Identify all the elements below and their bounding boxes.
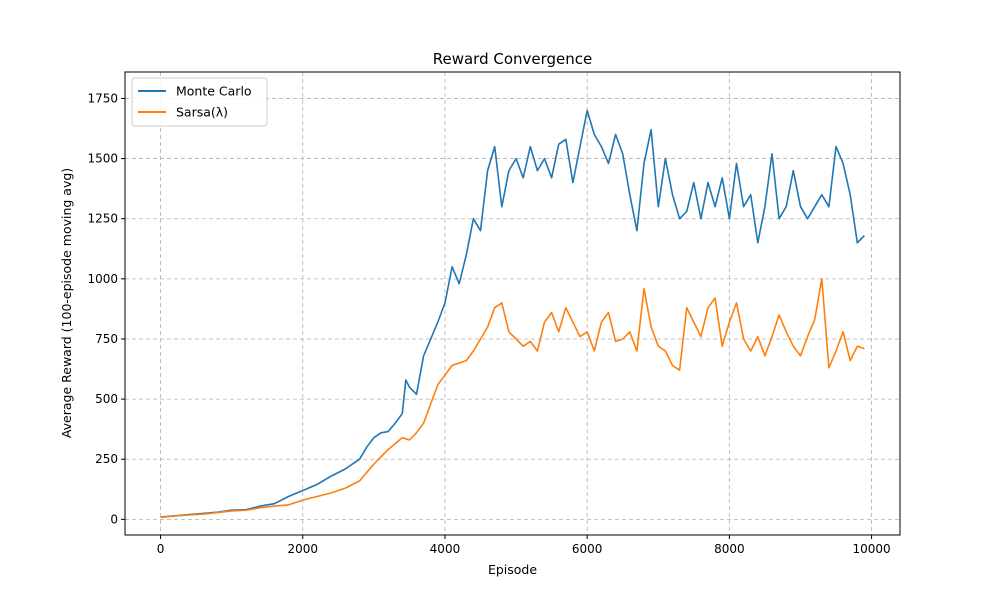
series-line-monte-carlo — [160, 109, 865, 518]
x-axis-label: Episode — [488, 562, 537, 577]
y-tick-label: 250 — [95, 452, 118, 466]
series-line-sarsa-lambda — [160, 278, 865, 519]
x-tick-label: 2000 — [287, 542, 318, 556]
series-lines — [160, 109, 865, 519]
legend: Monte Carlo Sarsa(λ) — [131, 77, 268, 127]
x-tick-label: 4000 — [430, 542, 461, 556]
y-tick-label: 1000 — [87, 272, 118, 286]
y-tick-label: 1750 — [87, 91, 118, 105]
axis-ticks: 0 2000 4000 6000 8000 10000 0 250 500 750 1000 1250… — [87, 91, 890, 556]
y-tick-label: 750 — [95, 332, 118, 346]
legend-label: Sarsa(λ) — [176, 105, 228, 120]
x-tick-label: 0 — [157, 542, 165, 556]
x-tick-label: 6000 — [572, 542, 603, 556]
x-tick-label: 8000 — [714, 542, 745, 556]
y-axis-label: Average Reward (100-episode moving avg) — [59, 168, 74, 438]
x-tick-label: 10000 — [852, 542, 890, 556]
y-tick-label: 500 — [95, 392, 118, 406]
y-tick-label: 1500 — [87, 152, 118, 166]
y-tick-label: 0 — [110, 512, 118, 526]
chart-title: Reward Convergence — [433, 50, 593, 68]
y-tick-label: 1250 — [87, 212, 118, 226]
plot-frame — [124, 71, 901, 536]
legend-label: Monte Carlo — [176, 84, 252, 99]
